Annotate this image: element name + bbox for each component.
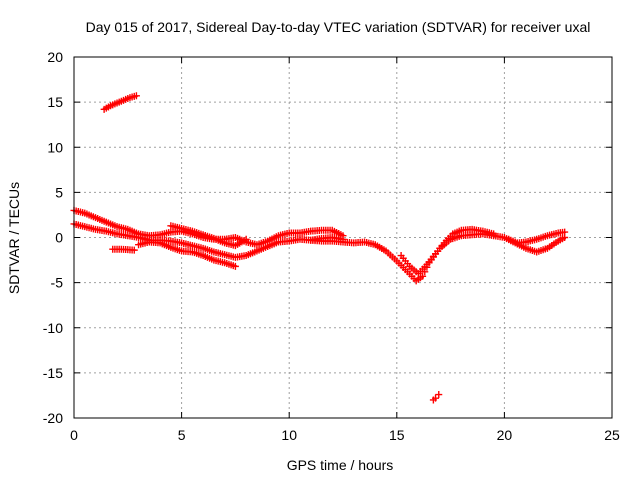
data-point (435, 391, 443, 399)
data-point (231, 262, 239, 270)
y-tick-label: -10 (43, 320, 63, 336)
y-axis-label: SDTVAR / TECUs (6, 182, 22, 294)
series-track-c (167, 222, 250, 250)
series-track-j (429, 391, 443, 404)
y-tick-label: -20 (43, 410, 63, 426)
series-track-f (307, 230, 569, 285)
x-tick-label: 10 (281, 427, 297, 443)
x-axis-label: GPS time / hours (287, 457, 394, 473)
y-tick-label: -15 (43, 365, 63, 381)
data-point (432, 394, 440, 402)
y-tick-label: 15 (47, 94, 63, 110)
data-point (132, 92, 140, 100)
y-tick-label: 0 (55, 230, 63, 246)
y-tick-label: 5 (55, 184, 63, 200)
series-track-b (70, 220, 347, 261)
data-layer (70, 92, 569, 404)
y-tick-label: 20 (47, 49, 63, 65)
data-point (130, 246, 138, 254)
x-tick-label: 20 (497, 427, 513, 443)
chart-title: Day 015 of 2017, Sidereal Day-to-day VTE… (86, 19, 591, 35)
series-track-h (505, 228, 569, 247)
series-track-a (70, 206, 347, 249)
axis-layer: 0 5 10 15 20 25 -20 -15 -10 -5 0 5 10 15 20 (43, 49, 620, 443)
x-tick-label: 5 (178, 427, 186, 443)
series-track-e (135, 238, 239, 270)
y-tick-label: 10 (47, 139, 63, 155)
y-tick-label: -5 (51, 275, 64, 291)
data-point (419, 272, 427, 280)
data-point (561, 228, 569, 236)
series-track-d (109, 245, 138, 254)
series-track-i (100, 92, 140, 113)
x-tick-label: 15 (389, 427, 405, 443)
x-tick-label: 25 (604, 427, 620, 443)
data-point (242, 235, 250, 243)
x-tick-label: 0 (70, 427, 78, 443)
series-track-g (397, 225, 498, 278)
data-point (490, 230, 498, 238)
